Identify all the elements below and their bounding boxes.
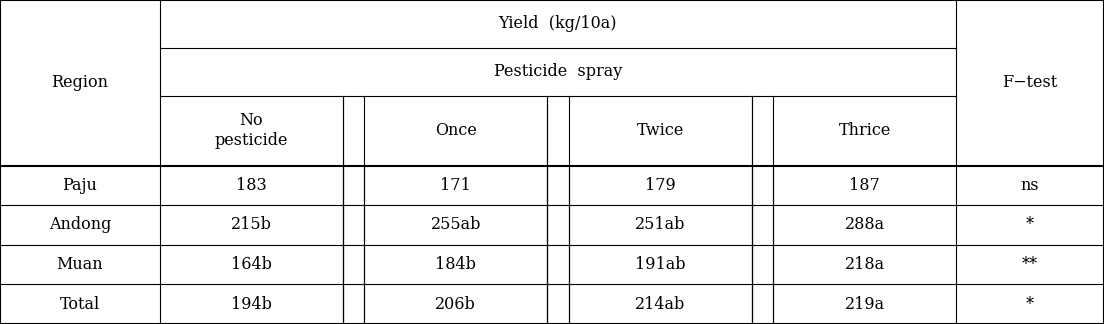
Text: *: * [1026,216,1034,234]
Text: 215b: 215b [231,216,272,234]
Text: 191ab: 191ab [635,256,686,273]
Text: No
pesticide: No pesticide [214,112,288,149]
Text: 255ab: 255ab [431,216,481,234]
Text: ns: ns [1021,177,1040,194]
Text: Andong: Andong [49,216,112,234]
Text: Twice: Twice [637,122,683,139]
Text: Thrice: Thrice [838,122,891,139]
Text: Region: Region [51,74,108,91]
Text: 164b: 164b [231,256,272,273]
Text: *: * [1026,296,1034,313]
Text: Total: Total [60,296,99,313]
Text: F−test: F−test [1002,74,1058,91]
Text: 171: 171 [440,177,471,194]
Text: Paju: Paju [62,177,97,194]
Text: 179: 179 [645,177,676,194]
Text: 288a: 288a [845,216,884,234]
Text: Pesticide  spray: Pesticide spray [493,64,622,80]
Text: 214ab: 214ab [635,296,686,313]
Text: 183: 183 [236,177,266,194]
Text: Once: Once [435,122,477,139]
Text: Yield  (kg/10a): Yield (kg/10a) [499,16,617,32]
Text: 187: 187 [849,177,880,194]
Text: Muan: Muan [56,256,103,273]
Text: 194b: 194b [231,296,272,313]
Text: **: ** [1022,256,1038,273]
Text: 218a: 218a [845,256,884,273]
Text: 251ab: 251ab [635,216,686,234]
Text: 184b: 184b [435,256,476,273]
Text: 219a: 219a [845,296,884,313]
Text: 206b: 206b [435,296,476,313]
